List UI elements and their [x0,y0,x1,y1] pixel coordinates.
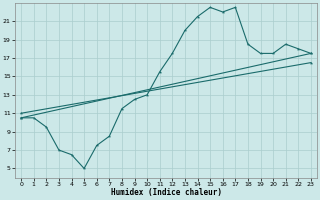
X-axis label: Humidex (Indice chaleur): Humidex (Indice chaleur) [110,188,221,197]
